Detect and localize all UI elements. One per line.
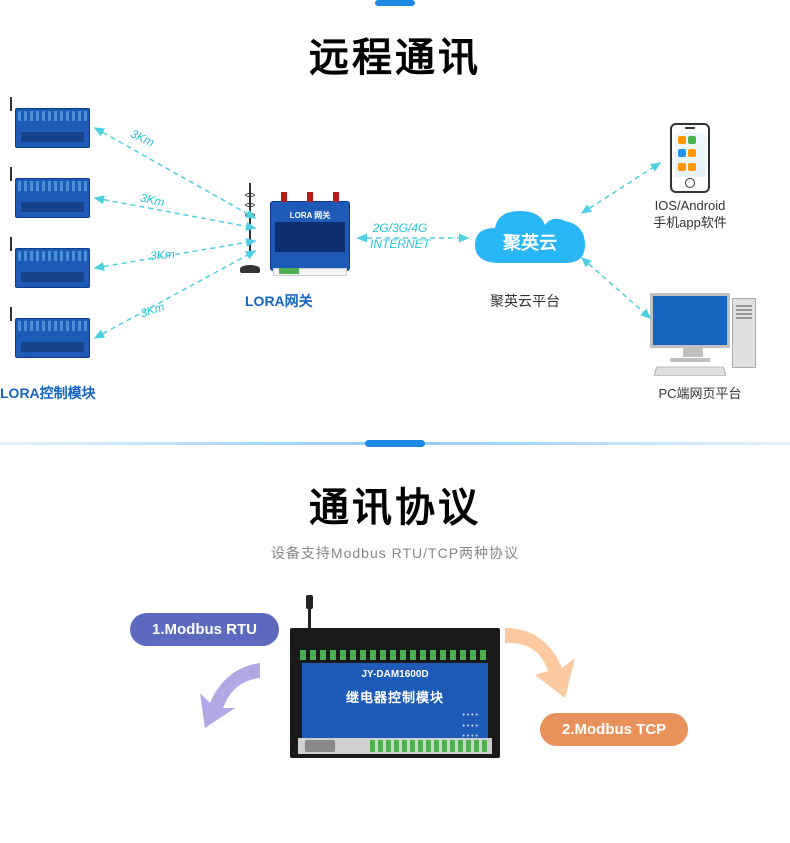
diagram-protocol: 1.Modbus RTU 2.Modbus TCP JY-DAM1600D 继电… (0, 593, 790, 843)
lora-module-4 (15, 318, 90, 358)
title-protocol: 通讯协议 (0, 475, 790, 533)
arrow-purple-icon (195, 653, 275, 733)
device-top-terminals (300, 650, 490, 660)
network-line2: INTERNET (370, 237, 430, 251)
relay-device: JY-DAM1600D 继电器控制模块 • • • •• • • •• • • … (290, 613, 500, 768)
device-model: JY-DAM1600D (302, 669, 488, 680)
network-label: 2G/3G/4G INTERNET (370, 221, 430, 252)
cloud-icon: 聚英云 (470, 203, 590, 278)
device-name: 继电器控制模块 (302, 687, 488, 706)
device-serial-port (305, 740, 335, 752)
section-divider (0, 442, 790, 445)
gateway-label: LORA网关 (245, 291, 313, 311)
distance-2: 3Km (139, 191, 166, 210)
pc-icon (650, 293, 760, 383)
badge-modbus-rtu: 1.Modbus RTU (130, 613, 279, 646)
pc-label: PC端网页平台 (630, 383, 770, 402)
phone-label1: IOS/Android (655, 198, 726, 213)
arrow-orange-icon (490, 613, 580, 708)
device-bottom-terminals (370, 740, 490, 752)
title-remote: 远程通讯 (0, 25, 790, 83)
device-antenna-icon (308, 595, 311, 630)
lora-module-2 (15, 178, 90, 218)
section-protocol: 通讯协议 设备支持Modbus RTU/TCP两种协议 1.Modbus RTU… (0, 460, 790, 835)
distance-3: 3Km (150, 247, 176, 263)
subtitle-protocol: 设备支持Modbus RTU/TCP两种协议 (0, 543, 790, 563)
phone-icon (670, 123, 710, 193)
gateway-inner-label: LORA 网关 (271, 210, 349, 221)
phone-label: IOS/Android 手机app软件 (640, 198, 740, 232)
phone-label2: 手机app软件 (653, 215, 727, 230)
badge-modbus-tcp: 2.Modbus TCP (540, 713, 688, 746)
lora-modules-label: LORA控制模块 (0, 383, 96, 403)
lora-gateway: LORA 网关 (270, 201, 350, 271)
section-remote-comm: 远程通讯 LORA控制模块 3Km 3Km 3Km 3Km LORA 网关 LO… (0, 10, 790, 440)
cloud-label: 聚英云平台 (490, 291, 560, 311)
diagram-network: LORA控制模块 3Km 3Km 3Km 3Km LORA 网关 LORA网关 … (0, 93, 790, 443)
lora-module-3 (15, 248, 90, 288)
distance-4: 3Km (138, 300, 166, 321)
distance-1: 3Km (128, 126, 156, 149)
cloud-text: 聚英云 (470, 229, 590, 255)
top-accent-bar (375, 0, 415, 6)
gateway-antenna-icon (240, 183, 260, 273)
network-line1: 2G/3G/4G (373, 221, 428, 235)
lora-module-1 (15, 108, 90, 148)
